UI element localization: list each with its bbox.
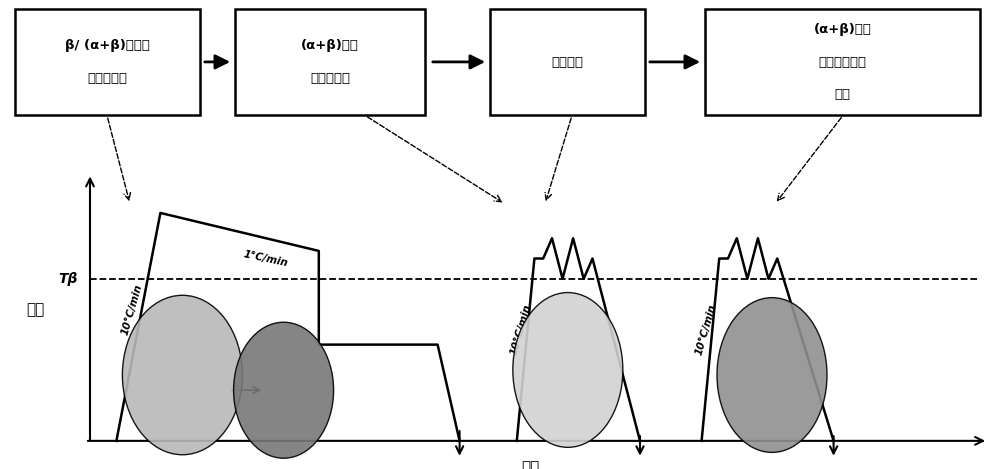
Text: 10°C/min: 10°C/min: [509, 303, 533, 356]
Text: 1°C/min: 1°C/min: [243, 249, 289, 268]
Text: β/ (α+β)相区多: β/ (α+β)相区多: [65, 39, 150, 52]
FancyBboxPatch shape: [705, 9, 980, 115]
Text: 时间: 时间: [521, 461, 539, 469]
Text: 拔长预变形: 拔长预变形: [310, 72, 350, 85]
Ellipse shape: [122, 295, 242, 455]
Text: 10°C/min: 10°C/min: [694, 303, 718, 356]
Ellipse shape: [717, 298, 827, 453]
FancyBboxPatch shape: [490, 9, 645, 115]
Ellipse shape: [513, 293, 623, 447]
Text: Tβ: Tβ: [59, 272, 78, 286]
Text: (α+β)相区: (α+β)相区: [301, 39, 359, 52]
Ellipse shape: [234, 322, 334, 458]
Text: (α+β)相区: (α+β)相区: [814, 23, 871, 36]
Text: 低速等温锻造: 低速等温锻造: [818, 56, 866, 68]
FancyBboxPatch shape: [15, 9, 200, 115]
FancyBboxPatch shape: [235, 9, 425, 115]
Text: 温度: 温度: [26, 302, 44, 317]
Text: 10°C/min: 10°C/min: [120, 282, 144, 336]
Text: 坏料制备: 坏料制备: [552, 56, 584, 68]
Text: 成形: 成形: [834, 89, 850, 101]
Text: 段式热处理: 段式热处理: [88, 72, 128, 85]
